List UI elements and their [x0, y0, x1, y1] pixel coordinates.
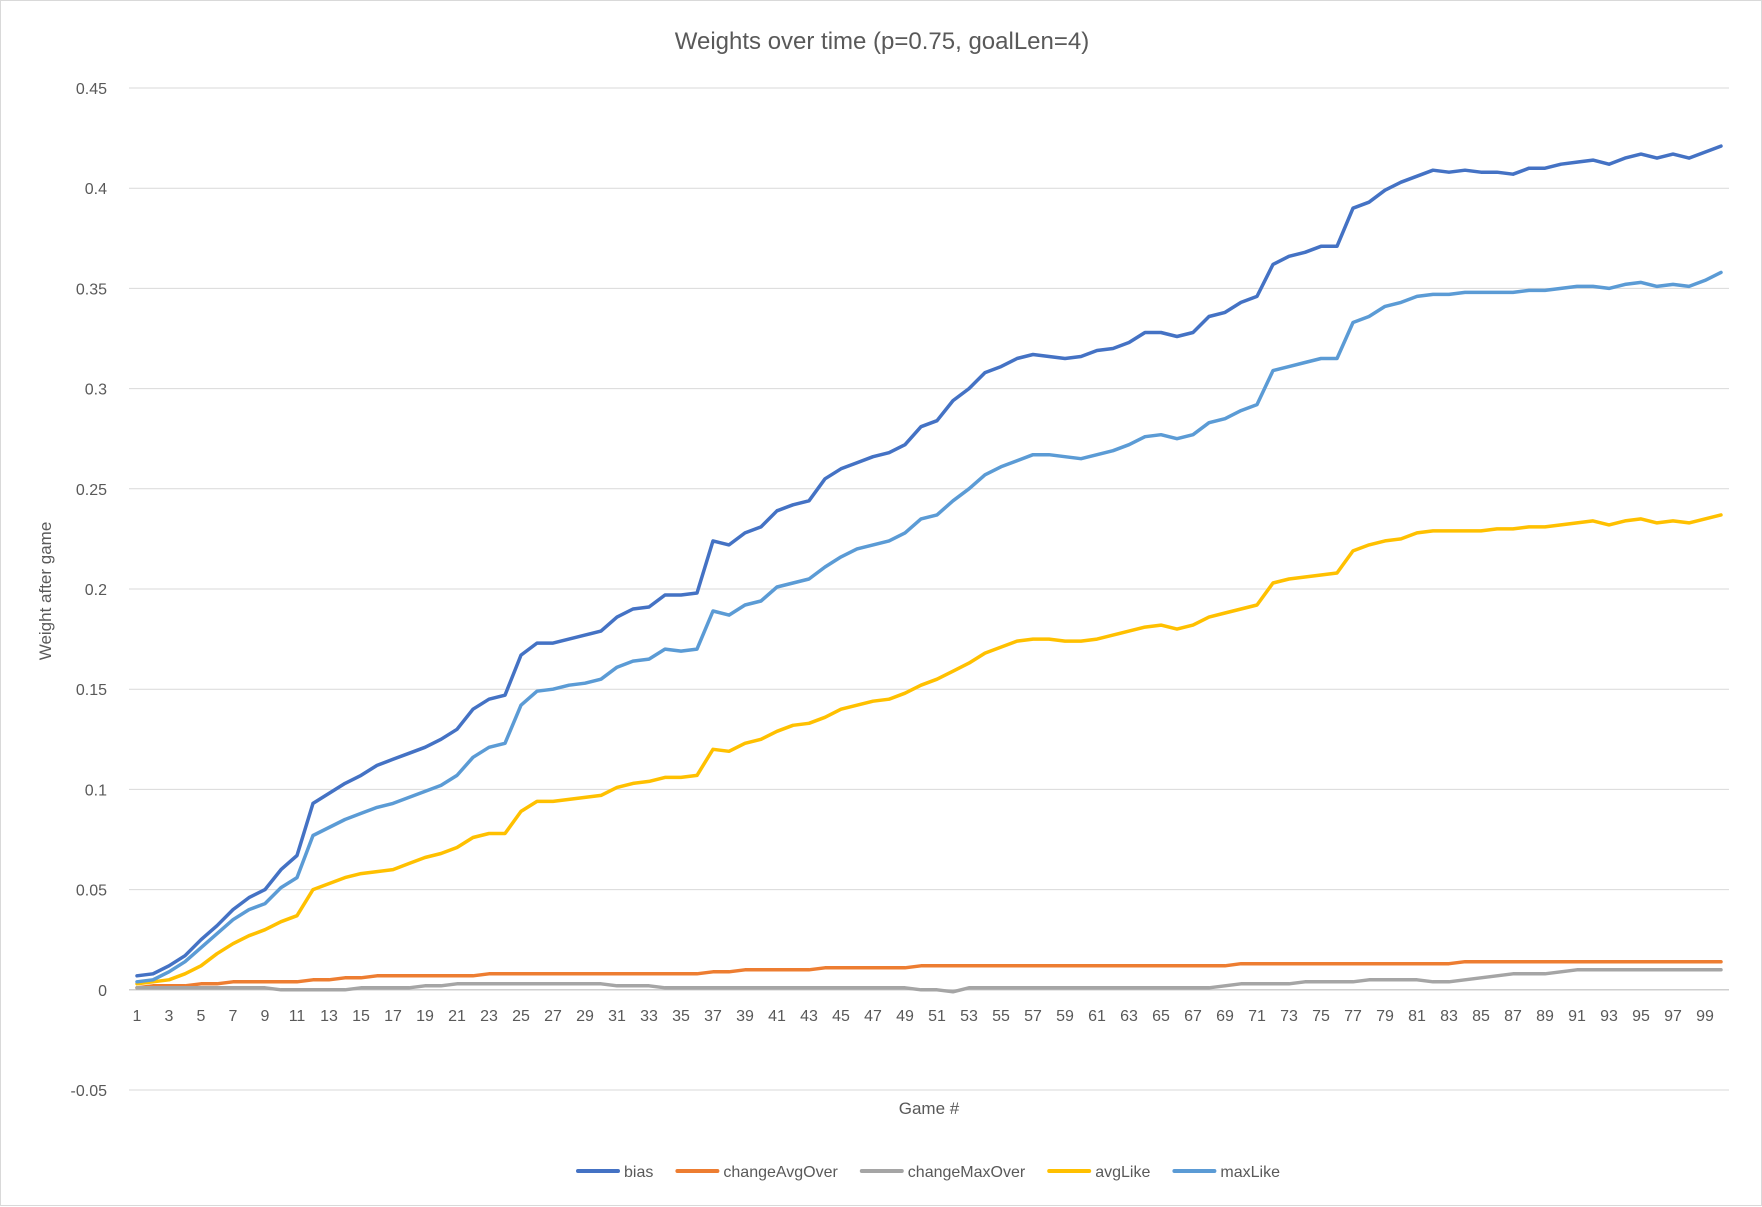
legend-label: changeMaxOver — [908, 1164, 1026, 1181]
x-tick-label: 11 — [289, 1008, 306, 1025]
x-tick-label: 35 — [672, 1008, 690, 1025]
x-tick-label: 37 — [704, 1008, 722, 1025]
x-tick-label: 65 — [1152, 1008, 1170, 1025]
y-tick-label: 0 — [98, 983, 107, 1000]
y-tick-label: 0.05 — [76, 883, 107, 900]
x-tick-label: 23 — [480, 1008, 498, 1025]
x-tick-label: 9 — [261, 1008, 270, 1025]
chart-title: Weights over time (p=0.75, goalLen=4) — [675, 28, 1089, 55]
x-tick-label: 7 — [229, 1008, 238, 1025]
x-tick-label: 77 — [1344, 1008, 1362, 1025]
legend-item-changeMaxOver: changeMaxOver — [859, 1164, 1026, 1181]
series-line-avgLike — [135, 513, 1723, 986]
y-tick-label: 0.35 — [76, 281, 107, 298]
x-tick-label: 31 — [608, 1008, 626, 1025]
legend-label: changeAvgOver — [723, 1164, 838, 1181]
x-tick-label: 59 — [1056, 1008, 1074, 1025]
y-axis-ticks: -0.05 0 0.05 0.1 0.15 0.2 0.25 0.3 0.35 0.4 0.45 — [71, 81, 108, 1100]
x-tick-label: 27 — [544, 1008, 562, 1025]
x-tick-label: 19 — [416, 1008, 434, 1025]
legend-label: maxLike — [1220, 1164, 1280, 1181]
x-tick-label: 67 — [1184, 1008, 1202, 1025]
x-tick-label: 5 — [197, 1008, 206, 1025]
x-tick-label: 39 — [736, 1008, 754, 1025]
y-tick-label: 0.2 — [85, 582, 107, 599]
legend-item-bias: bias — [576, 1164, 653, 1181]
y-tick-label: -0.05 — [71, 1083, 108, 1100]
x-tick-label: 89 — [1536, 1008, 1554, 1025]
gridlines — [129, 87, 1729, 1091]
series-line-changeAvgOver — [135, 959, 1723, 990]
x-tick-label: 25 — [512, 1008, 530, 1025]
x-tick-label: 83 — [1440, 1008, 1458, 1025]
x-tick-label: 21 — [448, 1008, 466, 1025]
x-tick-label: 33 — [640, 1008, 658, 1025]
x-tick-label: 41 — [768, 1008, 786, 1025]
x-tick-label: 91 — [1568, 1008, 1586, 1025]
y-tick-label: 0.45 — [76, 81, 107, 98]
legend-item-avgLike: avgLike — [1047, 1164, 1150, 1181]
x-tick-label: 95 — [1632, 1008, 1650, 1025]
x-tick-label: 51 — [928, 1008, 946, 1025]
x-axis-title: Game # — [899, 1099, 960, 1118]
y-tick-label: 0.25 — [76, 482, 107, 499]
y-tick-label: 0.1 — [85, 782, 107, 799]
x-tick-label: 49 — [896, 1008, 914, 1025]
x-tick-label: 13 — [320, 1008, 338, 1025]
y-tick-label: 0.3 — [85, 382, 107, 399]
legend-label: bias — [624, 1164, 653, 1181]
x-tick-label: 53 — [960, 1008, 978, 1025]
y-tick-label: 0.4 — [85, 181, 107, 198]
x-tick-label: 69 — [1216, 1008, 1234, 1025]
x-tick-label: 57 — [1024, 1008, 1042, 1025]
x-tick-label: 3 — [165, 1008, 174, 1025]
x-tick-label: 79 — [1376, 1008, 1394, 1025]
y-axis-title: Weight after game — [36, 522, 55, 661]
x-tick-label: 85 — [1472, 1008, 1490, 1025]
x-tick-label: 43 — [800, 1008, 818, 1025]
x-tick-label: 47 — [864, 1008, 882, 1025]
x-tick-label: 97 — [1664, 1008, 1682, 1025]
x-tick-label: 87 — [1504, 1008, 1522, 1025]
x-tick-label: 45 — [832, 1008, 850, 1025]
x-axis-ticks: 1 3 5 7 9 11 13 15 17 19 21 23 25 27 29 31 33 35 37 39 41 43 4… — [133, 1008, 1714, 1025]
x-tick-label: 29 — [576, 1008, 594, 1025]
legend: bias changeAvgOver changeMaxOver avgLike max… — [576, 1164, 1280, 1181]
series-lines — [135, 144, 1723, 994]
x-tick-label: 15 — [352, 1008, 370, 1025]
series-line-changeMaxOver — [135, 968, 1723, 994]
x-tick-label: 73 — [1280, 1008, 1298, 1025]
series-line-maxLike — [135, 270, 1723, 984]
x-tick-label: 1 — [133, 1008, 142, 1025]
x-tick-label: 61 — [1088, 1008, 1106, 1025]
x-tick-label: 93 — [1600, 1008, 1618, 1025]
x-tick-label: 99 — [1696, 1008, 1714, 1025]
x-tick-label: 81 — [1408, 1008, 1426, 1025]
x-tick-label: 75 — [1312, 1008, 1330, 1025]
series-line-bias — [135, 144, 1723, 978]
legend-item-changeAvgOver: changeAvgOver — [675, 1164, 839, 1181]
x-tick-label: 63 — [1120, 1008, 1138, 1025]
x-tick-label: 71 — [1248, 1008, 1266, 1025]
y-tick-label: 0.15 — [76, 682, 107, 699]
legend-item-maxLike: maxLike — [1172, 1164, 1280, 1181]
x-tick-label: 55 — [992, 1008, 1010, 1025]
x-tick-label: 17 — [384, 1008, 402, 1025]
legend-label: avgLike — [1095, 1164, 1150, 1181]
